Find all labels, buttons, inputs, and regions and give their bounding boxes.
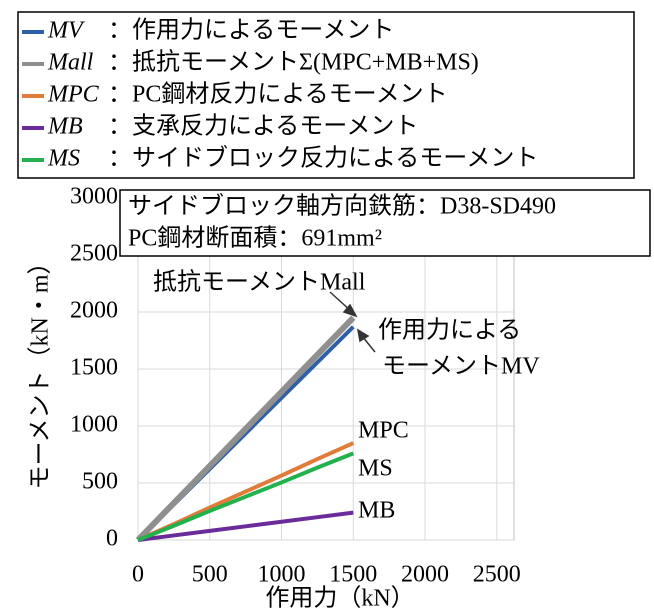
legend-label: ：サイドブロック反力によるモーメント — [108, 145, 538, 172]
y-tick-label: 1500 — [70, 355, 118, 381]
legend-name: MB — [47, 114, 83, 140]
info-text: PC鋼材断面積：691mm² — [128, 225, 382, 252]
legend-label: ：作用力によるモーメント — [108, 17, 394, 44]
legend-label: ：PC鋼材反力によるモーメント — [108, 81, 448, 108]
y-tick-label: 3000 — [70, 184, 118, 210]
y-tick-label: 0 — [106, 526, 118, 552]
x-axis-label: 作用力（kN） — [265, 585, 414, 612]
legend-name: Mall — [47, 50, 94, 76]
arrow-head — [342, 303, 358, 318]
legend-label: ：支承反力によるモーメント — [108, 113, 418, 140]
series-line — [137, 451, 355, 542]
legend-name: MPC — [47, 82, 100, 108]
info-text: サイドブロック軸方向鉄筋：D38-SD490 — [128, 193, 556, 220]
x-tick-label: 500 — [192, 562, 228, 588]
lines — [135, 315, 356, 543]
legend-label: ：抵抗モーメントΣ(MPC+MB+MS) — [108, 49, 479, 76]
legend-name: MS — [47, 146, 80, 172]
annotation: モーメントMV — [382, 354, 540, 380]
arrows — [329, 291, 376, 353]
y-tick-label: 2000 — [70, 298, 118, 324]
series-line — [135, 315, 356, 543]
annotation: MPC — [358, 418, 409, 444]
y-axis-label: モーメント（kN・m） — [28, 250, 54, 489]
legend-box — [17, 11, 635, 179]
series-line — [137, 510, 354, 542]
info-box — [119, 189, 651, 257]
annotation: MB — [358, 498, 395, 524]
y-tick-label: 500 — [82, 469, 118, 495]
x-tick-label: 1500 — [329, 562, 377, 588]
y-tick-label: 1000 — [70, 412, 118, 438]
annotation: 作用力による — [378, 317, 521, 344]
legend-name: MV — [47, 18, 85, 44]
y-tick-label: 2500 — [70, 241, 118, 267]
annotation: 抵抗モーメントMall — [153, 269, 366, 296]
arrow-head — [356, 328, 370, 343]
x-tick-label: 2500 — [473, 562, 521, 588]
annotation: MS — [358, 456, 393, 482]
x-tick-label: 2000 — [401, 562, 449, 588]
x-tick-label: 0 — [132, 562, 144, 588]
x-tick-label: 1000 — [258, 562, 306, 588]
